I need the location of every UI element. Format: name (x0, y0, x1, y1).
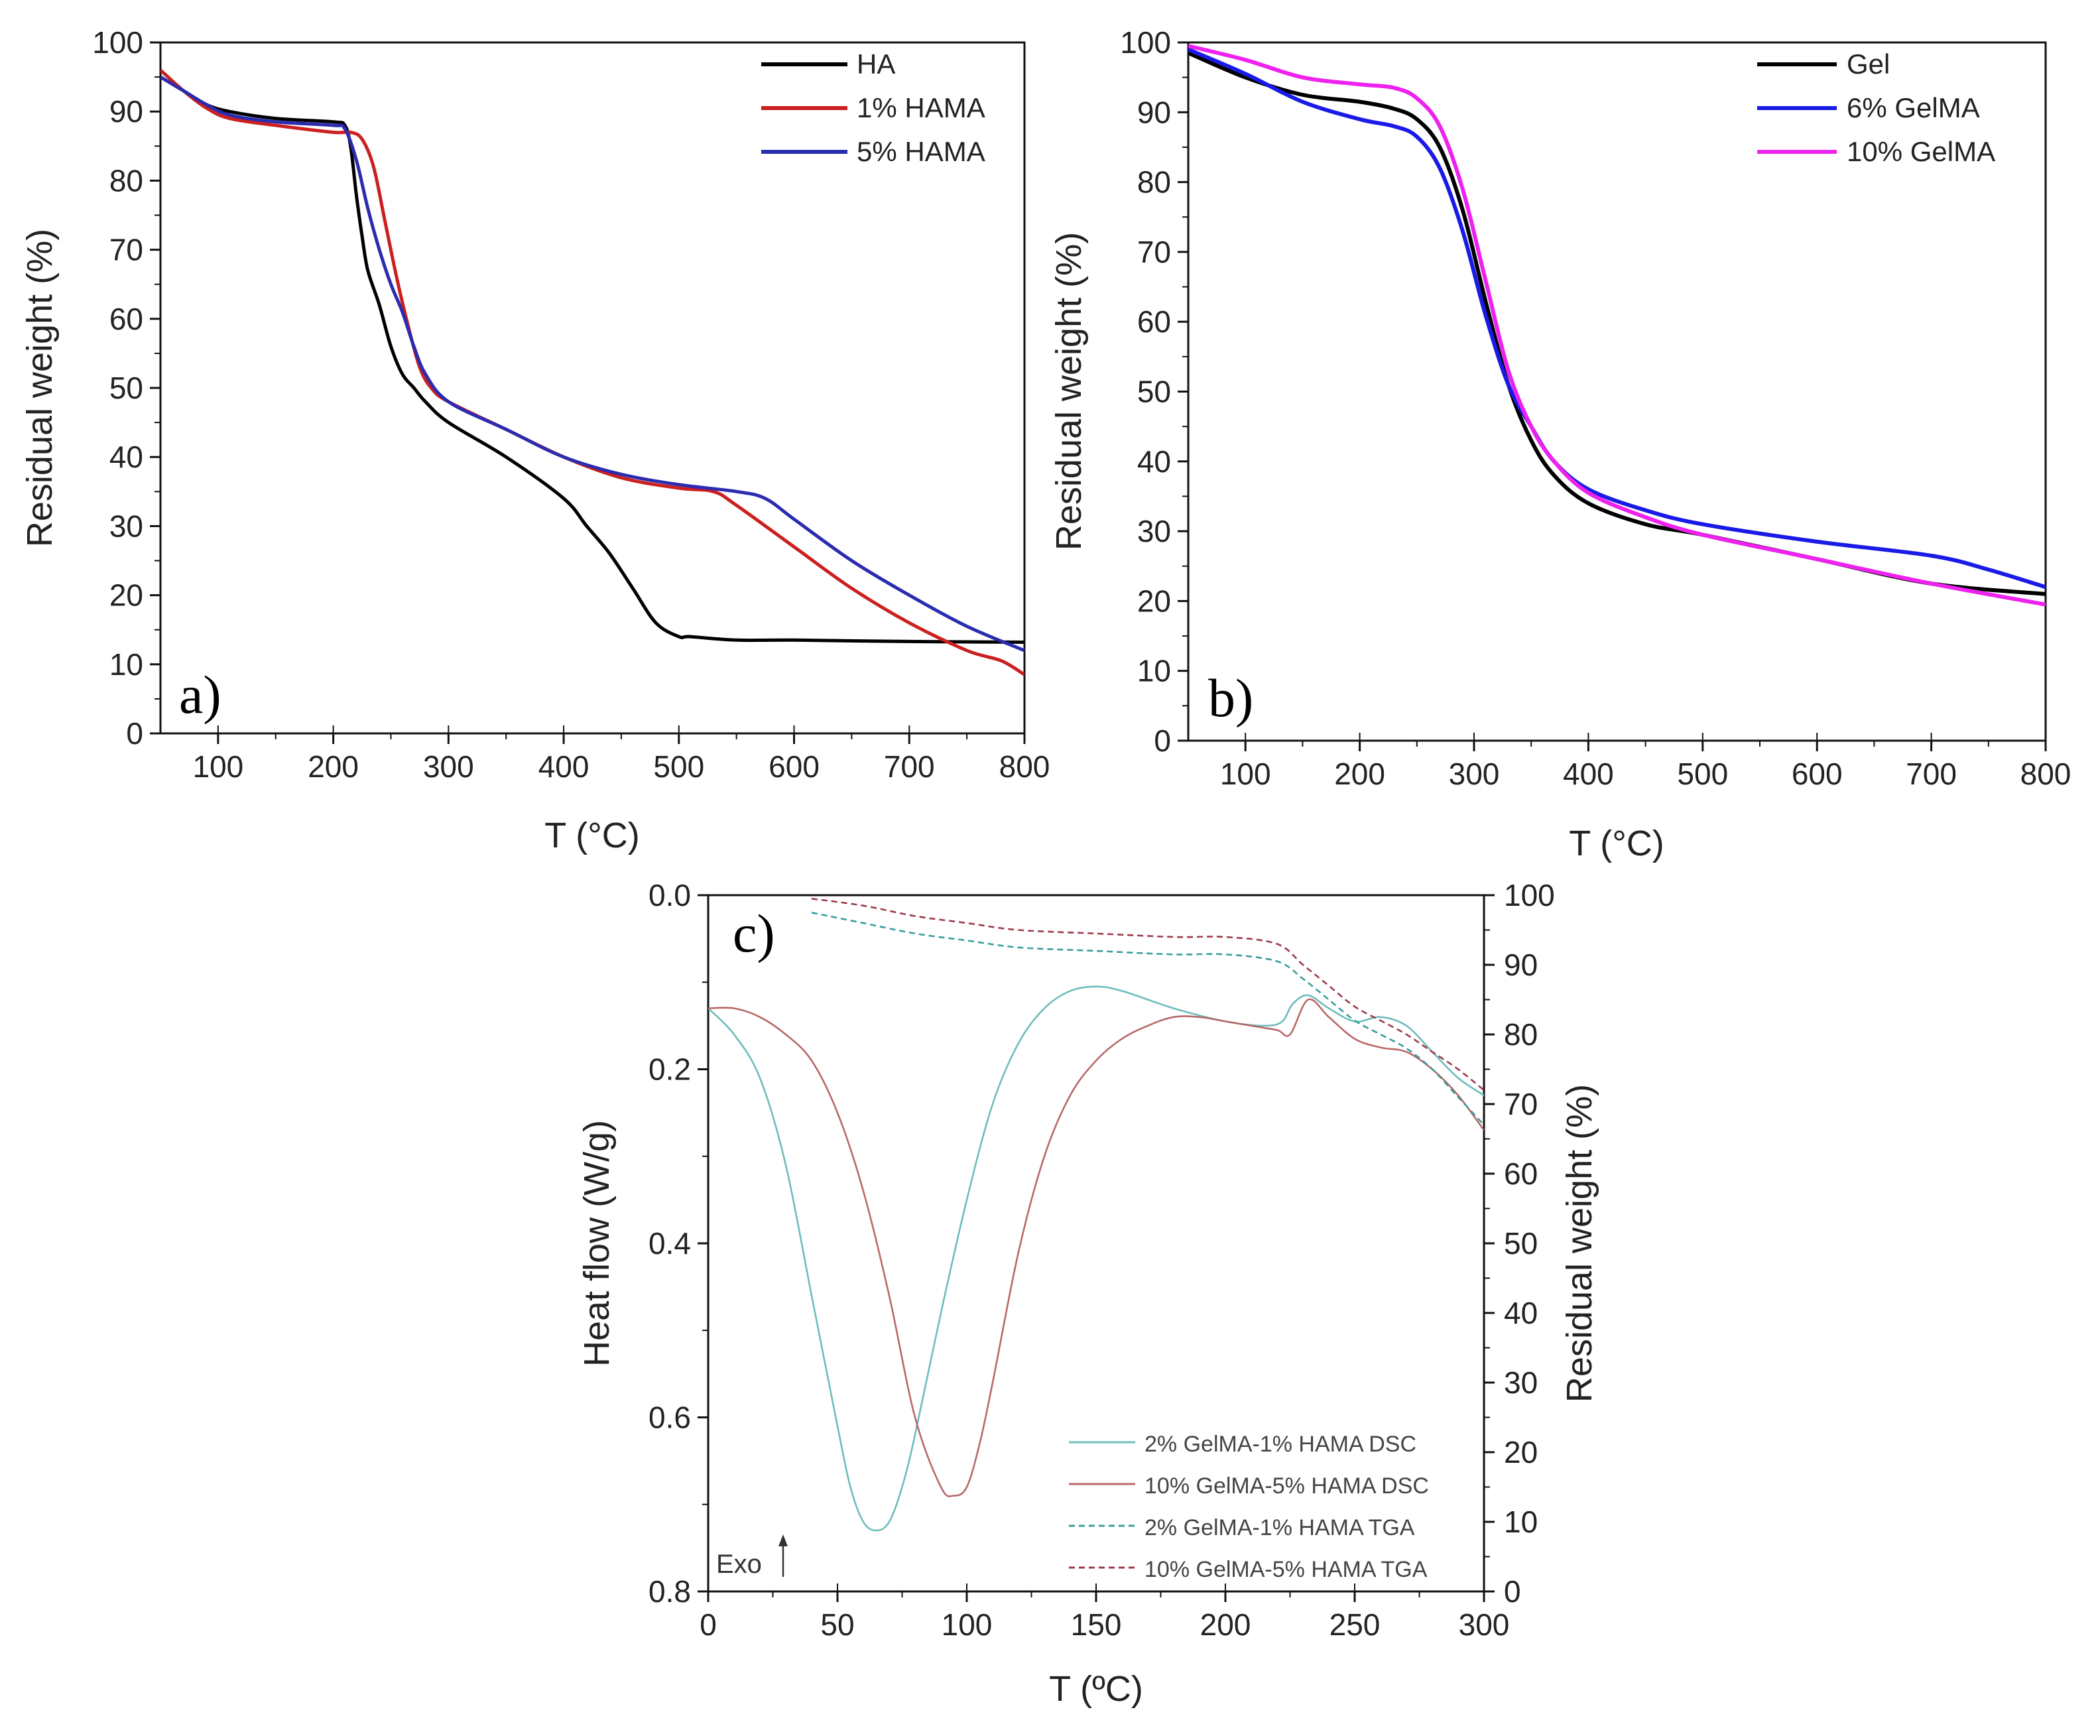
panel-c-chart: 0 50 100 150 200 250 300 0.0 0.2 0.4 0.6 0.8 0 10 20 30… (577, 878, 1599, 1709)
y-tick-label: 0.0 (649, 878, 691, 912)
panel-label: b) (1208, 668, 1253, 728)
x-tick-label: 200 (308, 749, 359, 784)
y2-tick-label: 70 (1504, 1087, 1538, 1121)
legend-label: 2% GelMA-1% HAMA DSC (1144, 1432, 1416, 1457)
y-tick-label: 40 (1137, 444, 1171, 479)
series-line-5-hama (160, 75, 1024, 652)
series-line-6-gelma (1188, 47, 2046, 589)
x-tick-label: 250 (1329, 1607, 1381, 1642)
legend-label: 5% HAMA (857, 136, 985, 167)
legend-label: HA (857, 48, 895, 80)
legend-label: 10% GelMA-5% HAMA TGA (1144, 1557, 1428, 1582)
panel-b-chart: 100 200 300 400 500 600 700 800 0 10 20 30 40 50 60 70 8… (1049, 25, 2071, 863)
x-axis-label: T (°C) (544, 816, 640, 855)
y-tick-label: 70 (109, 233, 143, 267)
y2-tick-label: 0 (1504, 1574, 1521, 1609)
y-tick-label: 100 (1120, 25, 1171, 60)
y2-axis-label: Residual weight (%) (1560, 1084, 1599, 1402)
x-tick-label: 500 (653, 749, 704, 784)
x-tick-label: 700 (1906, 757, 1957, 791)
y-tick-label: 80 (109, 163, 143, 198)
x-tick-label: 150 (1071, 1607, 1122, 1642)
series-line-2-gelma-1-hama-dsc (708, 985, 1484, 1532)
x-tick-label: 500 (1677, 757, 1728, 791)
y-tick-label: 0 (1154, 723, 1171, 758)
x-tick-label: 700 (884, 749, 935, 784)
legend-label: 2% GelMA-1% HAMA TGA (1144, 1515, 1415, 1540)
legend-label: 10% GelMA (1847, 136, 1995, 167)
x-tick-label: 200 (1334, 757, 1385, 791)
x-tick-label: 600 (769, 749, 820, 784)
x-axis-label: T (°C) (1569, 824, 1664, 863)
y-tick-label: 0.8 (649, 1574, 691, 1609)
series-line-2-gelma-1-hama-tga (811, 912, 1484, 1126)
y-tick-label: 90 (1137, 95, 1171, 129)
series-line-ha (160, 75, 1024, 644)
y-tick-label: 50 (1137, 375, 1171, 409)
x-axis-label: T (ºC) (1049, 1669, 1143, 1709)
exo-annotation: Exo (716, 1550, 762, 1579)
panel-label: c) (733, 903, 775, 963)
x-tick-label: 100 (942, 1607, 993, 1642)
y-tick-label: 30 (1137, 514, 1171, 548)
y-axis-label: Residual weight (%) (1049, 232, 1089, 550)
y2-tick-label: 60 (1504, 1156, 1538, 1191)
x-tick-label: 300 (1459, 1607, 1510, 1642)
x-tick-label: 400 (1563, 757, 1614, 791)
y-tick-label: 60 (109, 302, 143, 336)
x-tick-label: 300 (423, 749, 474, 784)
x-tick-label: 0 (700, 1607, 717, 1642)
y-tick-label: 20 (109, 578, 143, 613)
x-tick-label: 100 (192, 749, 243, 784)
legend-label: 1% HAMA (857, 92, 985, 123)
y2-tick-label: 10 (1504, 1505, 1538, 1539)
y-tick-label: 100 (92, 25, 143, 60)
series-line-10-gelma-5-hama-dsc (708, 998, 1484, 1497)
y-tick-label: 0.4 (649, 1226, 691, 1261)
x-tick-label: 600 (1792, 757, 1843, 791)
y-axis-label: Residual weight (%) (20, 229, 60, 547)
y2-tick-label: 30 (1504, 1365, 1538, 1400)
y-tick-label: 70 (1137, 235, 1171, 269)
series-line-10-gelma (1188, 44, 2046, 607)
x-tick-label: 800 (999, 749, 1050, 784)
x-tick-label: 300 (1449, 757, 1500, 791)
x-tick-label: 200 (1200, 1607, 1251, 1642)
y-tick-label: 60 (1137, 304, 1171, 339)
y2-tick-label: 50 (1504, 1226, 1538, 1261)
y-tick-label: 0 (126, 716, 143, 751)
y-tick-label: 20 (1137, 584, 1171, 618)
panel-label: a) (179, 664, 221, 725)
y-tick-label: 50 (109, 371, 143, 405)
legend-label: 10% GelMA-5% HAMA DSC (1144, 1473, 1429, 1499)
y-tick-label: 0.2 (649, 1052, 691, 1087)
y-tick-label: 90 (109, 94, 143, 129)
y2-tick-label: 80 (1504, 1017, 1538, 1052)
y-tick-label: 0.6 (649, 1400, 691, 1435)
panel-a-chart: 100 200 300 400 500 600 700 800 0 10 20 30 40 50 60 70 8… (20, 25, 1050, 855)
legend-label: Gel (1847, 48, 1890, 80)
y-tick-label: 40 (109, 440, 143, 474)
y-tick-label: 10 (1137, 654, 1171, 688)
y2-tick-label: 20 (1504, 1435, 1538, 1469)
y-tick-label: 30 (109, 509, 143, 543)
y2-tick-label: 100 (1504, 878, 1555, 912)
y2-tick-label: 40 (1504, 1296, 1538, 1330)
y-tick-label: 10 (109, 647, 143, 682)
series-line-1-hama (160, 68, 1024, 676)
y-tick-label: 80 (1137, 165, 1171, 200)
exo-arrow-head (778, 1534, 788, 1546)
y-axis-label: Heat flow (W/g) (577, 1120, 617, 1367)
y2-tick-label: 90 (1504, 948, 1538, 982)
series-line-10-gelma-5-hama-tga (811, 898, 1484, 1091)
x-tick-label: 800 (2020, 757, 2071, 791)
x-tick-label: 50 (820, 1607, 854, 1642)
x-tick-label: 100 (1220, 757, 1271, 791)
legend-label: 6% GelMA (1847, 92, 1980, 123)
x-tick-label: 400 (538, 749, 589, 784)
